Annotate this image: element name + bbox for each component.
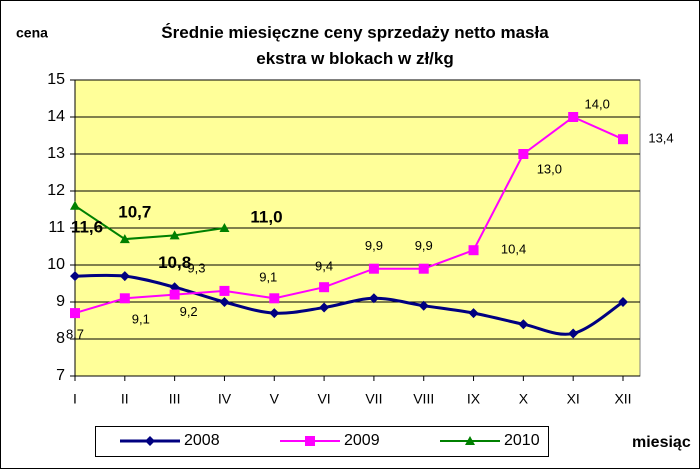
data-label: 11,0 <box>250 207 282 226</box>
chart-title: Średnie miesięczne ceny sprzedaży netto … <box>161 23 549 68</box>
x-tick-label: VIII <box>413 391 434 407</box>
marker <box>119 293 130 304</box>
marker <box>368 263 379 274</box>
marker <box>568 112 579 122</box>
data-label: 10,8 <box>158 253 191 272</box>
data-label: 14,0 <box>585 96 610 111</box>
marker <box>368 293 379 304</box>
marker <box>305 436 315 446</box>
marker <box>319 302 330 313</box>
series-line <box>74 115 624 315</box>
marker <box>70 271 80 282</box>
series-line <box>74 273 624 336</box>
marker <box>145 436 155 446</box>
data-label: 10,7 <box>118 203 151 222</box>
marker <box>119 234 130 244</box>
marker <box>119 271 130 282</box>
marker <box>418 300 429 311</box>
y-tick-label: 12 <box>47 182 65 199</box>
marker <box>319 282 330 293</box>
marker <box>468 308 479 319</box>
data-label: 9,4 <box>315 259 333 274</box>
legend-label: 2010 <box>504 432 540 449</box>
data-label: 13,4 <box>648 131 673 146</box>
data-label: 9,3 <box>187 260 205 275</box>
x-tick-label: VI <box>317 391 330 407</box>
series-line <box>74 204 225 241</box>
x-tick-label: III <box>169 391 181 407</box>
marker <box>418 263 429 274</box>
marker <box>269 308 280 319</box>
legend-label: 2008 <box>184 432 220 449</box>
marker <box>169 289 180 300</box>
x-tick-label: I <box>73 391 77 407</box>
data-label: 9,1 <box>259 270 277 285</box>
x-tick-label: II <box>121 391 129 407</box>
marker <box>468 245 479 256</box>
marker <box>518 149 529 159</box>
x-tick-label: IV <box>218 391 232 407</box>
x-tick-label: XII <box>614 391 631 407</box>
data-label: 9,9 <box>415 238 433 253</box>
x-tick-label: VII <box>365 391 382 407</box>
marker <box>618 134 628 145</box>
data-label: 9,1 <box>132 312 150 327</box>
marker <box>518 319 529 330</box>
marker <box>169 230 180 240</box>
y-axis-label: cena <box>16 25 48 41</box>
data-label: 10,4 <box>501 242 526 257</box>
data-label: 13,0 <box>537 161 562 176</box>
marker <box>219 285 230 296</box>
marker <box>568 328 579 339</box>
x-tick-label: X <box>519 391 529 407</box>
y-tick-label: 15 <box>47 71 65 88</box>
y-tick-label: 11 <box>48 219 65 236</box>
x-tick-label: V <box>270 391 280 407</box>
y-tick-label: 7 <box>56 367 65 384</box>
marker <box>465 436 475 445</box>
legend-label: 2009 <box>344 432 380 449</box>
x-tick-label: XI <box>567 391 580 407</box>
marker <box>219 297 230 307</box>
y-tick-label: 14 <box>47 108 65 125</box>
marker <box>219 223 230 232</box>
marker <box>269 293 280 304</box>
x-axis-label: miesiąc <box>632 434 691 451</box>
y-tick-label: 10 <box>47 256 65 273</box>
data-label: 9,2 <box>180 304 198 319</box>
data-label: 8,7 <box>66 327 84 342</box>
y-tick-label: 8 <box>56 330 65 347</box>
data-label: 11,6 <box>71 217 103 236</box>
data-label: 9,9 <box>365 238 383 253</box>
x-tick-label: IX <box>467 391 481 407</box>
marker <box>70 308 80 319</box>
y-tick-label: 13 <box>47 145 65 162</box>
y-tick-label: 9 <box>56 293 65 310</box>
marker <box>618 297 628 307</box>
marker <box>70 200 80 210</box>
